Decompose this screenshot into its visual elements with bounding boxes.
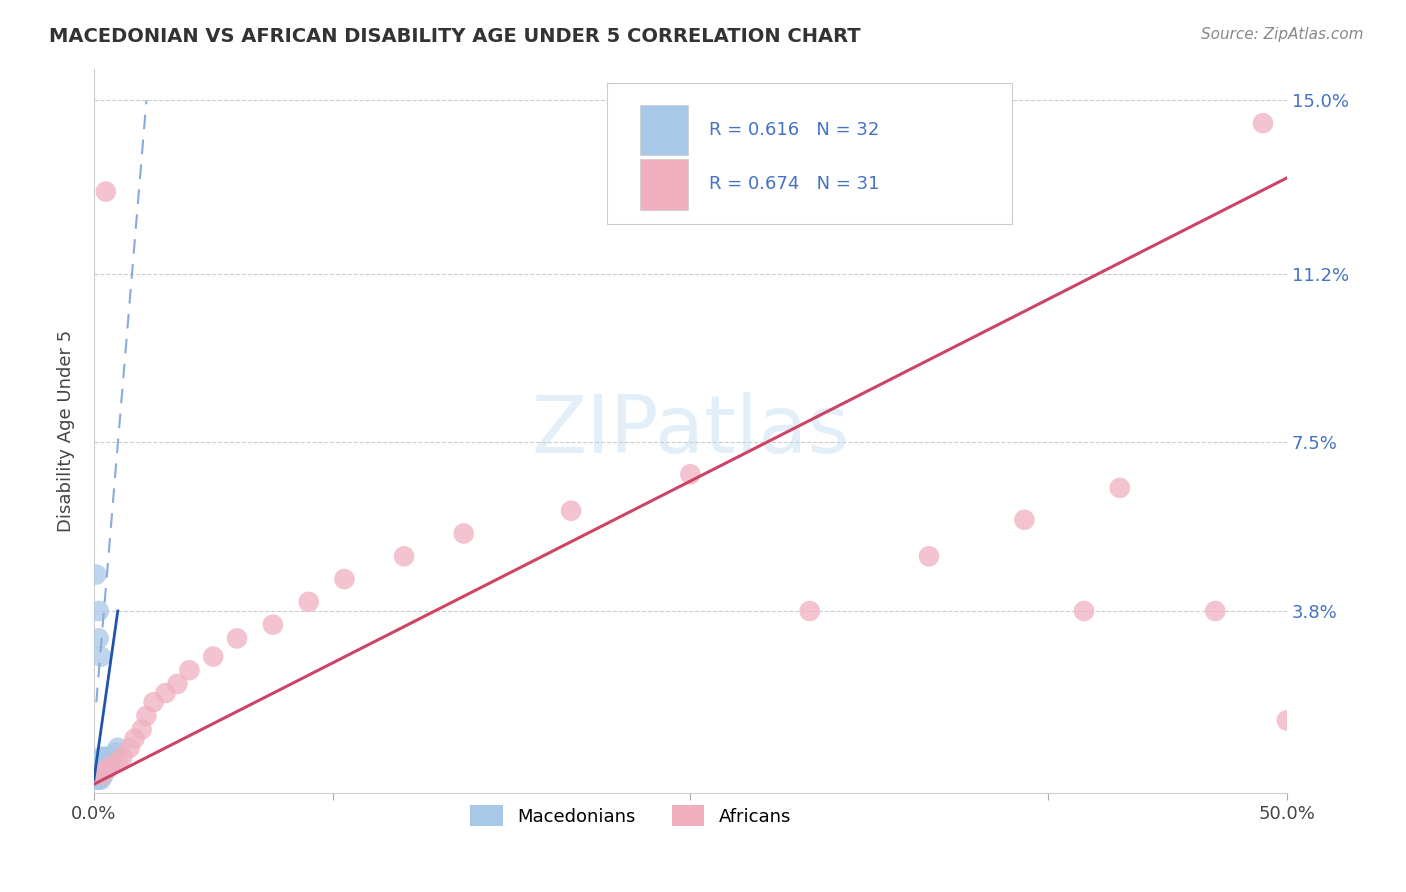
Point xyxy=(94,185,117,199)
Point xyxy=(86,759,108,773)
Point xyxy=(87,768,110,782)
Point xyxy=(107,755,129,769)
Point xyxy=(90,755,112,769)
FancyBboxPatch shape xyxy=(607,83,1012,225)
Point xyxy=(135,709,157,723)
Point xyxy=(453,526,475,541)
Point xyxy=(86,567,108,582)
Point xyxy=(87,755,110,769)
Point xyxy=(100,755,122,769)
Point xyxy=(679,467,702,482)
Point xyxy=(97,759,120,773)
Y-axis label: Disability Age Under 5: Disability Age Under 5 xyxy=(58,330,75,532)
Point xyxy=(101,750,124,764)
Point xyxy=(1073,604,1095,618)
Text: R = 0.616   N = 32: R = 0.616 N = 32 xyxy=(710,121,880,139)
Point xyxy=(1204,604,1226,618)
Point xyxy=(142,695,165,709)
Point xyxy=(111,750,134,764)
Point xyxy=(226,632,249,646)
Point xyxy=(392,549,415,564)
Point xyxy=(87,759,110,773)
Point xyxy=(90,759,112,773)
Point xyxy=(93,750,115,764)
Point xyxy=(93,764,115,778)
Point xyxy=(131,723,153,737)
Point xyxy=(93,759,115,773)
Point xyxy=(94,759,117,773)
Text: R = 0.674   N = 31: R = 0.674 N = 31 xyxy=(710,176,880,194)
Point xyxy=(87,764,110,778)
Point xyxy=(90,768,112,782)
Point xyxy=(124,731,146,746)
Point xyxy=(799,604,821,618)
Point xyxy=(87,604,110,618)
Point xyxy=(87,632,110,646)
Point xyxy=(90,750,112,764)
Point xyxy=(94,755,117,769)
Text: ZIPatlas: ZIPatlas xyxy=(531,392,849,470)
Point xyxy=(94,764,117,778)
Point xyxy=(262,617,284,632)
Point xyxy=(179,663,201,677)
Point xyxy=(333,572,356,586)
Point xyxy=(1108,481,1130,495)
Point xyxy=(918,549,941,564)
Point xyxy=(90,768,112,782)
Point xyxy=(107,740,129,755)
Point xyxy=(202,649,225,664)
Point xyxy=(87,772,110,787)
Point xyxy=(93,768,115,782)
Bar xyxy=(640,104,688,155)
Point xyxy=(94,764,117,778)
Point xyxy=(94,750,117,764)
Point xyxy=(90,764,112,778)
Point xyxy=(97,755,120,769)
Point xyxy=(86,772,108,787)
Point xyxy=(90,649,112,664)
Point xyxy=(560,504,582,518)
Point xyxy=(97,750,120,764)
Point xyxy=(1275,714,1298,728)
Point xyxy=(155,686,177,700)
Point xyxy=(100,750,122,764)
Point xyxy=(93,755,115,769)
Point xyxy=(1014,513,1036,527)
Point xyxy=(1251,116,1274,130)
Point xyxy=(118,740,141,755)
Legend: Macedonians, Africans: Macedonians, Africans xyxy=(461,797,800,835)
Point xyxy=(86,768,108,782)
Point xyxy=(104,745,127,759)
Point xyxy=(86,764,108,778)
Point xyxy=(298,595,321,609)
Text: MACEDONIAN VS AFRICAN DISABILITY AGE UNDER 5 CORRELATION CHART: MACEDONIAN VS AFRICAN DISABILITY AGE UND… xyxy=(49,27,860,45)
Point xyxy=(100,759,122,773)
Bar xyxy=(640,159,688,210)
Point xyxy=(166,677,188,691)
Point xyxy=(90,772,112,787)
Text: Source: ZipAtlas.com: Source: ZipAtlas.com xyxy=(1201,27,1364,42)
